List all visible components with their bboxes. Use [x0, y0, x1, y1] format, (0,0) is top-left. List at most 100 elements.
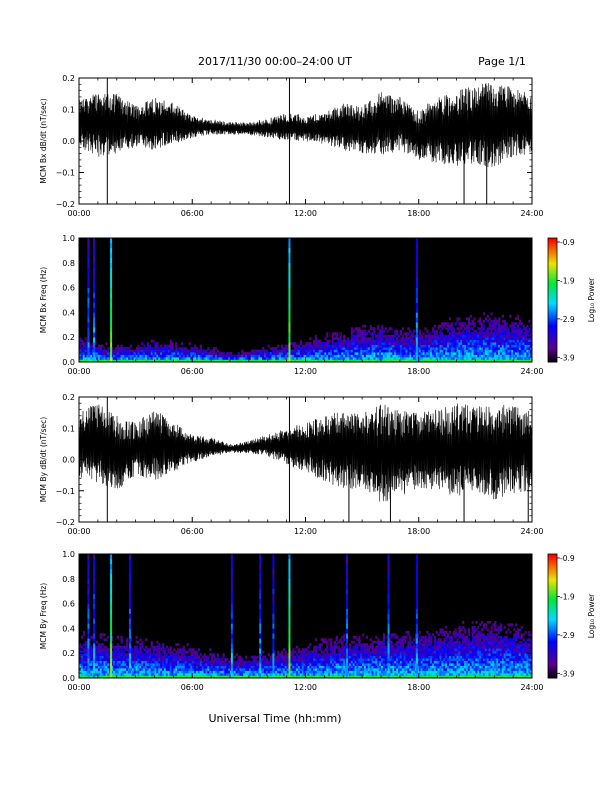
- spectrogram-cell: [171, 650, 174, 654]
- spectrogram-cell: [292, 359, 295, 363]
- spectrogram-cell: [80, 349, 84, 353]
- spectrogram-cell: [486, 334, 489, 338]
- spectrogram-cell: [490, 332, 493, 336]
- spectrogram-cell: [475, 347, 478, 350]
- spectrogram-cell: [333, 347, 336, 350]
- spectrogram-streak: [288, 262, 291, 269]
- spectrogram-cell: [430, 334, 433, 338]
- spectrogram-cell: [235, 675, 238, 679]
- spectrogram-cell: [80, 663, 84, 666]
- spectrogram-cell: [294, 675, 297, 679]
- spectrogram-cell: [311, 675, 314, 679]
- spectrogram-cell: [207, 660, 210, 664]
- spectrogram-cell: [163, 357, 167, 360]
- spectrogram-cell: [447, 324, 450, 328]
- spectrogram-cell: [231, 670, 235, 674]
- spectrogram-cell: [405, 668, 408, 671]
- spectrogram-cell: [460, 344, 463, 348]
- spectrogram-cell: [507, 352, 510, 355]
- spectrogram-cell: [95, 658, 99, 661]
- spectrogram-cell: [460, 334, 463, 338]
- spectrogram-cell: [154, 673, 157, 676]
- spectrogram-cell: [486, 347, 489, 350]
- spectrogram-cell: [477, 354, 480, 358]
- spectrogram-cell: [390, 665, 393, 669]
- spectrogram-cell: [84, 349, 87, 353]
- spectrogram-cell: [275, 673, 278, 676]
- spectrogram-cell: [262, 658, 265, 661]
- spectrogram-cell: [260, 349, 263, 353]
- spectrogram-cell: [292, 650, 295, 654]
- spectrogram-cell: [399, 359, 403, 363]
- colorbar-frame: [547, 237, 558, 363]
- spectrogram-cell: [252, 357, 255, 360]
- spectrogram-cell: [433, 344, 437, 348]
- spectrogram-cell: [196, 354, 199, 358]
- spectrogram-cell: [339, 354, 342, 358]
- spectrogram-cell: [271, 352, 274, 355]
- spectrogram-cell: [316, 359, 320, 363]
- colorbar-step: [548, 240, 557, 243]
- spectrogram-cell: [267, 359, 270, 363]
- spectrogram-cell: [520, 352, 523, 355]
- spectrogram-cell: [199, 675, 202, 679]
- spectrogram-cell: [175, 668, 178, 671]
- spectrogram-cell: [320, 354, 323, 358]
- spectrogram-cell: [507, 337, 510, 340]
- spectrogram-cell: [282, 359, 286, 363]
- spectrogram-cell: [367, 655, 370, 659]
- spectrogram-cell: [371, 339, 374, 343]
- spectrogram-cell: [447, 337, 450, 340]
- spectrogram-cell: [379, 352, 382, 355]
- spectrogram-cell: [143, 675, 146, 679]
- spectrogram-cell: [111, 645, 114, 649]
- spectrogram-cell: [122, 347, 125, 350]
- spectrogram-cell: [490, 347, 493, 350]
- spectrogram-cell: [381, 648, 384, 652]
- spectrogram-cell: [146, 342, 150, 345]
- spectrogram-cell: [479, 334, 482, 338]
- spectrogram-cell: [311, 653, 314, 656]
- spectrogram-cell: [250, 655, 253, 659]
- spectrogram-cell: [354, 359, 357, 363]
- spectrogram-cell: [337, 655, 340, 659]
- spectrogram-cell: [354, 357, 357, 360]
- spectrogram-cell: [107, 653, 110, 656]
- spectrogram-cell: [482, 324, 486, 328]
- spectrogram-cell: [352, 357, 355, 360]
- spectrogram-cell: [435, 359, 438, 363]
- spectrogram-cell: [99, 660, 102, 664]
- spectrogram-cell: [396, 668, 399, 671]
- spectrogram-cell: [318, 658, 321, 661]
- spectrogram-cell: [411, 660, 414, 664]
- spectrogram-cell: [469, 327, 472, 331]
- spectrogram-cell: [360, 332, 363, 336]
- spectrogram-cell: [271, 359, 274, 363]
- spectrogram-cell: [373, 650, 376, 654]
- spectrogram-streak: [110, 342, 113, 348]
- spectrogram-cell: [343, 648, 346, 652]
- spectrogram-cell: [335, 663, 338, 666]
- spectrogram-cell: [369, 344, 372, 348]
- spectrogram-cell: [88, 344, 91, 348]
- spectrogram-cell: [520, 359, 523, 363]
- spectrogram-cell: [354, 352, 357, 355]
- spectrogram-cell: [220, 665, 223, 669]
- y-tick-label: 0.1: [62, 424, 75, 433]
- spectrogram-cell: [180, 658, 184, 661]
- spectrogram-cell: [145, 347, 148, 350]
- spectrogram-cell: [409, 354, 412, 358]
- spectrogram-cell: [509, 332, 512, 336]
- spectrogram-streak: [87, 292, 90, 298]
- spectrogram-cell: [447, 327, 450, 331]
- spectrogram-cell: [324, 347, 327, 350]
- spectrogram-cell: [284, 359, 287, 363]
- spectrogram-cell: [330, 359, 333, 363]
- spectrogram-cell: [194, 663, 197, 666]
- spectrogram-cell: [486, 329, 489, 333]
- spectrogram-cell: [515, 327, 518, 331]
- spectrogram-cell: [347, 668, 350, 671]
- spectrogram-cell: [145, 648, 148, 652]
- spectrogram-cell: [515, 349, 518, 353]
- spectrogram-cell: [192, 663, 195, 666]
